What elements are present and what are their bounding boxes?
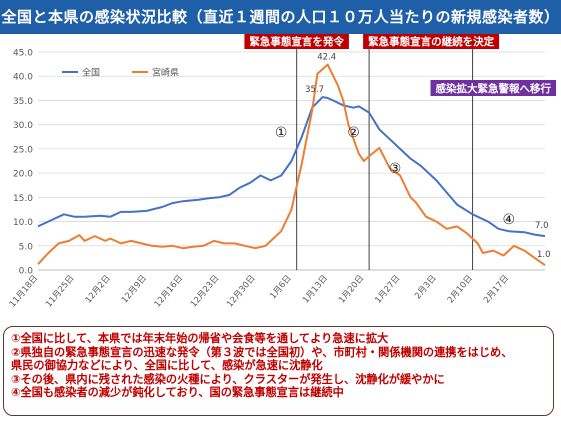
x-tick-label: 1月27日 [373,274,402,306]
x-tick-label: 12月9日 [120,274,149,306]
note-line-3: 県民の御協力などにより、全国に比して、感染が急速に沈静化 [11,359,323,372]
notes-box: ①全国に比して、本県では年末年始の帰省や会食等を通してより急速に拡大 ②県独自の… [3,326,554,416]
event-label: 緊急事態宣言を発令 [249,35,344,48]
y-tick-label: 45.0 [13,49,33,59]
event-label-box [363,34,500,49]
line-chart: 0.0 5.0 10.0 15.0 20.0 25.0 30.0 35.0 40.0 45.0 11… [8,34,556,310]
annotation-marker: ② [347,125,360,141]
event-label-box [430,80,556,96]
event-label-box [244,34,349,49]
y-tick-label: 25.0 [13,145,33,155]
miyazaki-series-line [37,63,546,267]
x-tick-label: 1月20日 [337,274,366,306]
chart-title: 全国と本県の感染状況比較（直近１週間の人口１０万人当たりの新規感染者数） [1,8,560,26]
peak-label-miyazaki: 42.4 [317,53,336,63]
y-tick-label: 40.0 [13,73,33,83]
national-series-line [37,96,546,238]
note-line-2: ②県独自の緊急事態宣言の迅速な発令（第３波では全国初）や、市町村・関係機関の連携… [11,345,513,359]
note-line-5: ④全国も感染者の減少が鈍化しており、国の緊急事態宣言は継続中 [11,386,344,399]
x-tick-label: 12月30日 [225,274,257,310]
y-tick-label: 5.0 [19,242,34,252]
note-line-4: ③その後、県内に残された感染の火種により、クラスターが発生し、沈静化が緩やかに [11,372,445,386]
x-tick-label: 1月6日 [268,274,294,302]
annotation-marker: ④ [503,212,516,228]
y-tick-label: 0.0 [19,267,34,277]
y-tick-label: 15.0 [13,194,33,204]
x-tick-label: 12月23日 [189,274,221,310]
annotation-marker: ① [275,125,288,141]
x-tick-label: 1月13日 [301,274,330,306]
y-tick-label: 20.0 [13,170,33,180]
annotation-marker: ③ [389,161,402,177]
legend-label: 宮崎県 [152,67,179,79]
event-label: 緊急事態宣言の継続を決定 [368,35,494,48]
x-tick-label: 2月17日 [482,274,511,306]
x-tick-label: 11月25日 [44,274,76,310]
event-label: 感染拡大緊急警報へ移行 [436,82,552,95]
x-tick-label: 2月10日 [446,274,475,306]
peak-label-national: 35.7 [305,85,324,95]
y-tick-label: 30.0 [13,121,33,131]
x-tick-label: 12月2日 [84,274,113,306]
end-label-national: 7.0 [535,221,549,231]
end-label-miyazaki: 1.0 [537,250,551,260]
x-tick-label: 12月16日 [153,274,185,310]
y-tick-label: 35.0 [13,97,33,107]
note-line-1: ①全国に比して、本県では年末年始の帰省や会食等を通してより急速に拡大 [11,332,389,345]
chart-title-banner: 全国と本県の感染状況比較（直近１週間の人口１０万人当たりの新規感染者数） [0,0,561,34]
legend-label: 全国 [82,67,100,79]
x-tick-label: 2月3日 [413,274,439,302]
y-tick-label: 10.0 [13,218,33,228]
x-tick-label: 11月18日 [8,274,40,310]
